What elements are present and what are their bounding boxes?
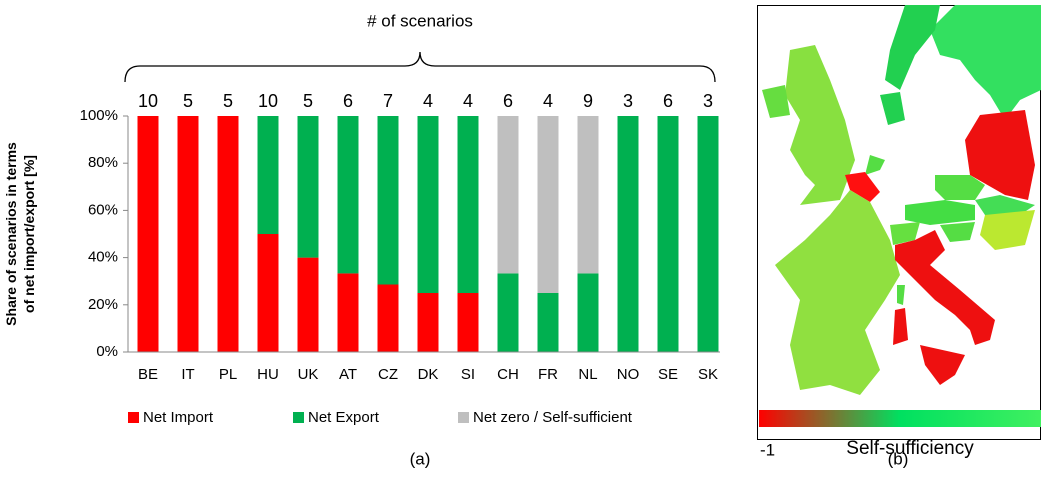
annotation: # of scenarios <box>367 11 473 30</box>
scenario-count: 10 <box>258 91 278 111</box>
scenario-count: 10 <box>138 91 158 111</box>
x-tick-label: NL <box>578 366 597 383</box>
x-tick-label: AT <box>339 366 357 383</box>
bar-segment <box>138 116 159 352</box>
x-tick-label: BE <box>138 366 158 383</box>
bar-segment <box>618 116 639 352</box>
bar-segment <box>498 273 519 352</box>
bar-segment <box>178 116 199 352</box>
bar-segment <box>218 116 239 352</box>
scenario-count: 6 <box>503 91 513 111</box>
colorbar <box>759 410 1041 427</box>
y-tick-label: 100% <box>80 107 118 124</box>
y-label-line: Share of scenarios in terms <box>3 142 19 326</box>
bar-segment <box>698 116 719 352</box>
caption: (a) <box>410 449 431 468</box>
scenario-count: 4 <box>423 91 433 111</box>
x-tick-label: UK <box>298 366 319 383</box>
bar-segment <box>418 293 439 352</box>
scenario-count: 5 <box>223 91 233 111</box>
bar-segment <box>578 116 599 273</box>
map: Self-sufficiency <box>758 5 1041 459</box>
x-tick-label: SI <box>461 366 475 383</box>
x-tick-label: CZ <box>378 366 398 383</box>
bar-segment <box>298 258 319 352</box>
bar-segment <box>458 293 479 352</box>
bar-segment <box>418 116 439 293</box>
x-tick-label: NO <box>617 366 640 383</box>
legend-label: Net zero / Self-sufficient <box>473 409 633 426</box>
legend-swatch <box>458 412 469 423</box>
bar-segment <box>378 285 399 352</box>
bar-segment <box>258 116 279 234</box>
legend-swatch <box>128 412 139 423</box>
x-tick-label: IT <box>181 366 194 383</box>
bar-segment <box>378 116 399 285</box>
y-label-line: of net import/export [%] <box>21 155 37 313</box>
x-tick-label: PL <box>219 366 237 383</box>
y-tick-label: 80% <box>88 154 118 171</box>
legend-label: Net Import <box>143 409 214 426</box>
x-tick-label: CH <box>497 366 519 383</box>
scenario-count: 3 <box>623 91 633 111</box>
bar-segment <box>298 116 319 258</box>
bar-segment <box>658 116 679 352</box>
x-tick-label: SK <box>698 366 718 383</box>
y-tick-label: 0% <box>96 343 118 360</box>
x-tick-label: FR <box>538 366 558 383</box>
scenario-count: 3 <box>703 91 713 111</box>
brace <box>125 52 715 82</box>
scenario-count: 5 <box>303 91 313 111</box>
scenario-count: 4 <box>463 91 473 111</box>
y-tick-label: 40% <box>88 249 118 266</box>
scenario-count: 6 <box>343 91 353 111</box>
scenario-count: 5 <box>183 91 193 111</box>
y-tick-label: 20% <box>88 296 118 313</box>
bar-segment <box>498 116 519 273</box>
bar-segment <box>538 293 559 352</box>
bar-segment <box>578 273 599 352</box>
bar-segment <box>258 234 279 352</box>
legend-label: Net Export <box>308 409 380 426</box>
bar-segment <box>458 116 479 293</box>
legend-swatch <box>293 412 304 423</box>
bar-segment <box>538 116 559 293</box>
bar-segment <box>338 116 359 273</box>
scenario-count: 4 <box>543 91 553 111</box>
scenario-count: 6 <box>663 91 673 111</box>
scenario-count: 7 <box>383 91 393 111</box>
bar-segment <box>338 273 359 352</box>
caption: (b) <box>888 449 909 468</box>
colorbar-label: Self-sufficiency <box>846 438 974 459</box>
y-tick-label: 60% <box>88 201 118 218</box>
x-tick-label: HU <box>257 366 279 383</box>
x-tick-label: SE <box>658 366 678 383</box>
scenario-count: 9 <box>583 91 593 111</box>
colorbar-tick-label: -1 <box>760 440 775 459</box>
x-tick-label: DK <box>418 366 439 383</box>
